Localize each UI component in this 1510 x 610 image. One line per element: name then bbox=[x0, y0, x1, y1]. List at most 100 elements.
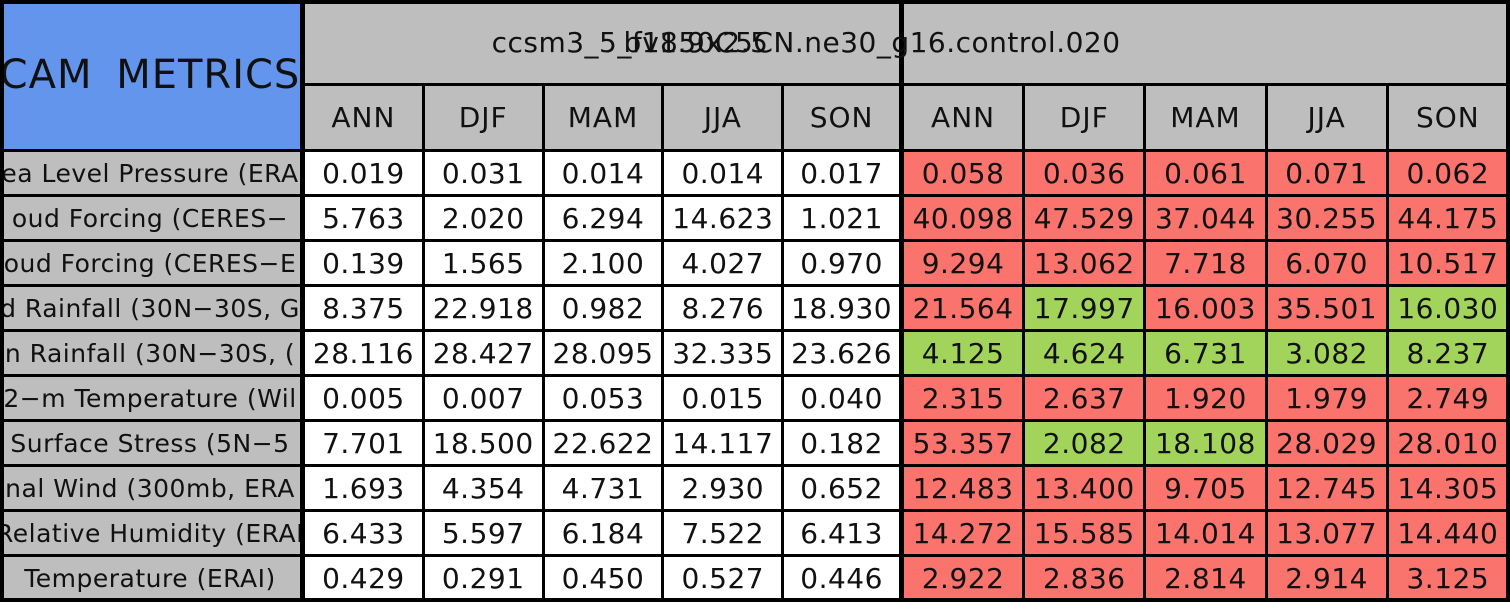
metric-row-label: ea Level Pressure (ERA bbox=[0, 152, 305, 197]
model2-value: 18.108 bbox=[1146, 422, 1268, 467]
metric-row-label: nal Wind (300mb, ERA bbox=[0, 467, 305, 512]
model2-value: 14.440 bbox=[1388, 512, 1510, 557]
season-header-model1-son: SON bbox=[784, 86, 904, 152]
model1-value: 0.970 bbox=[784, 242, 904, 287]
model1-value: 0.017 bbox=[784, 152, 904, 197]
model1-value: 7.701 bbox=[305, 422, 425, 467]
model1-value: 14.117 bbox=[664, 422, 785, 467]
model2-value: 53.357 bbox=[903, 422, 1026, 467]
model1-title: ccsm3_5_fv1.9x2.5 bbox=[491, 26, 769, 59]
model1-value: 0.446 bbox=[784, 557, 904, 602]
model1-value: 0.005 bbox=[305, 377, 425, 422]
model1-value: 0.291 bbox=[424, 557, 545, 602]
model2-value: 13.400 bbox=[1025, 467, 1147, 512]
model1-value: 1.693 bbox=[305, 467, 425, 512]
model2-value: 16.030 bbox=[1388, 287, 1510, 332]
model1-value: 5.597 bbox=[424, 512, 545, 557]
model2-value: 9.705 bbox=[1146, 467, 1268, 512]
model1-value: 22.622 bbox=[544, 422, 665, 467]
model1-value: 5.763 bbox=[305, 197, 425, 242]
season-header-model2-jja: JJA bbox=[1267, 86, 1389, 152]
model2-value: 2.922 bbox=[903, 557, 1026, 602]
model1-value: 6.184 bbox=[544, 512, 665, 557]
model1-value: 0.182 bbox=[784, 422, 904, 467]
model1-value: 32.335 bbox=[664, 332, 785, 377]
model2-value: 44.175 bbox=[1388, 197, 1510, 242]
model2-value: 0.061 bbox=[1146, 152, 1268, 197]
model1-value: 1.021 bbox=[784, 197, 904, 242]
model1-value: 22.918 bbox=[424, 287, 545, 332]
model2-value: 1.920 bbox=[1146, 377, 1268, 422]
model2-value: 21.564 bbox=[903, 287, 1026, 332]
model1-value: 28.116 bbox=[305, 332, 425, 377]
model1-value: 18.930 bbox=[784, 287, 904, 332]
model2-value: 12.483 bbox=[903, 467, 1026, 512]
model1-value: 0.982 bbox=[544, 287, 665, 332]
model1-value: 2.100 bbox=[544, 242, 665, 287]
model2-value: 40.098 bbox=[903, 197, 1026, 242]
model2-title: b1850C5CN.ne30_g16.control.020 bbox=[623, 26, 1121, 59]
model2-value: 30.255 bbox=[1267, 197, 1389, 242]
model1-value: 14.623 bbox=[664, 197, 785, 242]
model2-title-cell bbox=[903, 0, 1510, 86]
model2-value: 12.745 bbox=[1267, 467, 1389, 512]
model2-value: 0.071 bbox=[1267, 152, 1389, 197]
model2-value: 10.517 bbox=[1388, 242, 1510, 287]
model2-value: 2.315 bbox=[903, 377, 1026, 422]
cam-metrics-label: CAM METRICS bbox=[0, 51, 301, 98]
model1-value: 8.375 bbox=[305, 287, 425, 332]
model2-value: 4.624 bbox=[1025, 332, 1147, 377]
model1-value: 6.294 bbox=[544, 197, 665, 242]
model1-value: 18.500 bbox=[424, 422, 545, 467]
model2-value: 2.082 bbox=[1025, 422, 1147, 467]
model2-value: 3.125 bbox=[1388, 557, 1510, 602]
season-header-model2-ann: ANN bbox=[903, 86, 1026, 152]
model1-value: 2.020 bbox=[424, 197, 545, 242]
model1-value: 0.015 bbox=[664, 377, 785, 422]
metric-row-label: Relative Humidity (ERAI bbox=[0, 512, 305, 557]
model2-value: 14.014 bbox=[1146, 512, 1268, 557]
model1-value: 0.139 bbox=[305, 242, 425, 287]
model1-value: 28.095 bbox=[544, 332, 665, 377]
model2-value: 13.062 bbox=[1025, 242, 1147, 287]
model1-value: 6.433 bbox=[305, 512, 425, 557]
model2-value: 2.749 bbox=[1388, 377, 1510, 422]
model1-value: 0.019 bbox=[305, 152, 425, 197]
model2-value: 28.029 bbox=[1267, 422, 1389, 467]
model2-value: 0.062 bbox=[1388, 152, 1510, 197]
metric-row-label: oud Forcing (CERES− bbox=[0, 197, 305, 242]
cam-metrics-corner-cell: CAM METRICS bbox=[0, 0, 305, 152]
model2-value: 8.237 bbox=[1388, 332, 1510, 377]
model2-value: 3.082 bbox=[1267, 332, 1389, 377]
model2-value: 2.637 bbox=[1025, 377, 1147, 422]
model2-value: 16.003 bbox=[1146, 287, 1268, 332]
model1-value: 0.450 bbox=[544, 557, 665, 602]
metric-row-label: d Rainfall (30N−30S, G bbox=[0, 287, 305, 332]
model2-value: 4.125 bbox=[903, 332, 1026, 377]
model2-value: 47.529 bbox=[1025, 197, 1147, 242]
model2-value: 14.272 bbox=[903, 512, 1026, 557]
model2-value: 2.814 bbox=[1146, 557, 1268, 602]
model2-value: 17.997 bbox=[1025, 287, 1147, 332]
model1-value: 0.014 bbox=[664, 152, 785, 197]
model2-value: 15.585 bbox=[1025, 512, 1147, 557]
model2-value: 0.036 bbox=[1025, 152, 1147, 197]
season-header-model2-son: SON bbox=[1388, 86, 1510, 152]
season-header-model2-mam: MAM bbox=[1146, 86, 1268, 152]
model1-value: 4.354 bbox=[424, 467, 545, 512]
model2-value: 2.836 bbox=[1025, 557, 1147, 602]
model1-value: 0.053 bbox=[544, 377, 665, 422]
season-header-model1-jja: JJA bbox=[664, 86, 785, 152]
model1-value: 0.040 bbox=[784, 377, 904, 422]
metric-row-label: 2−m Temperature (Wil bbox=[0, 377, 305, 422]
season-header-model2-djf: DJF bbox=[1025, 86, 1147, 152]
season-header-model1-djf: DJF bbox=[424, 86, 545, 152]
model1-value: 0.652 bbox=[784, 467, 904, 512]
model2-value: 7.718 bbox=[1146, 242, 1268, 287]
model2-value: 6.731 bbox=[1146, 332, 1268, 377]
model2-value: 0.058 bbox=[903, 152, 1026, 197]
metric-row-label: oud Forcing (CERES−E bbox=[0, 242, 305, 287]
model2-value: 13.077 bbox=[1267, 512, 1389, 557]
model1-value: 4.027 bbox=[664, 242, 785, 287]
